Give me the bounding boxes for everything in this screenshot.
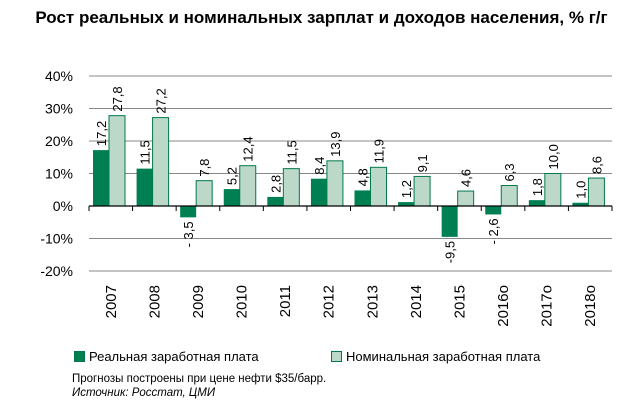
x-tick-label: 2015	[451, 285, 468, 318]
bar-real	[354, 190, 371, 206]
y-tick-label: -10%	[40, 231, 73, 247]
data-label: 10,0	[546, 144, 561, 169]
x-tick-label: 2012	[321, 285, 338, 318]
bar-real	[180, 206, 197, 218]
x-tick-label: 2018о	[582, 285, 599, 327]
y-tick-label: 20%	[45, 133, 73, 149]
bar-nominal	[370, 166, 387, 207]
bar-real	[485, 206, 502, 215]
bar-nominal	[282, 168, 300, 207]
y-tick-label: 40%	[45, 68, 73, 84]
data-label: 1,2	[399, 180, 414, 198]
bar-nominal	[152, 117, 170, 207]
data-label: 11,9	[372, 139, 387, 163]
bar-real	[398, 202, 415, 206]
data-label: 9,1	[415, 154, 430, 172]
data-label: 11,5	[138, 140, 153, 164]
data-label: 8,6	[589, 156, 604, 174]
bar-nominal	[195, 180, 213, 207]
x-tick-label: 2010	[234, 285, 251, 318]
data-label: -9,5	[443, 241, 458, 263]
bar-real	[93, 150, 109, 206]
x-tick-label: 2013	[364, 285, 381, 318]
legend-swatch-nominal	[331, 351, 342, 362]
bar-nominal	[413, 175, 431, 207]
bar-nominal	[239, 165, 257, 207]
data-label: 8,4	[312, 157, 327, 175]
bar-real	[136, 168, 153, 206]
data-label: 2,8	[268, 175, 283, 193]
data-label: 1,0	[573, 181, 588, 199]
legend-item-nominal: Номинальная заработная плата	[331, 349, 540, 364]
bar-real	[223, 189, 240, 206]
bar-real	[267, 196, 284, 206]
data-label: - 2,6	[486, 218, 501, 244]
data-label: 27,8	[110, 86, 125, 111]
legend-label-nominal: Номинальная заработная плата	[346, 349, 541, 364]
data-label: 4,8	[356, 168, 371, 186]
data-label: 12,4	[241, 136, 256, 161]
data-label: 7,8	[197, 159, 212, 177]
data-label: 13,9	[328, 132, 343, 157]
data-label: 1,8	[530, 178, 545, 196]
source-note: Источник: Росстат, ЦМИ	[72, 387, 216, 399]
bar-real	[528, 200, 545, 206]
x-tick-label: 2011	[277, 285, 294, 317]
x-tick-label: 2009	[190, 285, 207, 318]
legend-label-real: Реальная заработная плата	[89, 349, 259, 364]
data-label: 5,2	[225, 167, 240, 185]
x-tick-label: 2014	[408, 285, 425, 318]
data-label: 27,2	[154, 88, 169, 113]
data-label: 4,6	[459, 169, 474, 187]
legend-item-real: Реальная заработная плата	[74, 349, 259, 364]
bar-real	[572, 202, 589, 206]
y-tick-label: 30%	[45, 101, 73, 117]
bar-nominal	[108, 115, 126, 207]
bar-nominal	[326, 160, 344, 207]
bar-nominal	[457, 190, 475, 207]
bar-real	[310, 178, 327, 206]
legend-swatch-real	[74, 351, 85, 362]
y-tick-label: -20%	[40, 263, 73, 279]
bar-real	[441, 206, 458, 237]
forecast-note: Прогнозы построены при цене нефти $35/ба…	[72, 373, 327, 385]
bar-nominal	[587, 177, 605, 207]
y-tick-label: 10%	[45, 166, 73, 182]
data-label: 17,2	[94, 121, 109, 146]
x-tick-label: 2008	[146, 285, 163, 318]
x-tick-label: 2007	[103, 285, 120, 318]
data-label: 6,3	[502, 163, 517, 181]
y-tick-label: 0%	[53, 198, 73, 214]
chart-title: Рост реальных и номинальных зарплат и до…	[35, 8, 608, 27]
bar-nominal	[500, 185, 518, 207]
x-tick-label: 2016о	[495, 285, 512, 327]
x-tick-label: 2017о	[539, 285, 556, 327]
data-label: 11,5	[284, 140, 299, 164]
data-label: - 3,5	[181, 221, 196, 247]
bar-nominal	[544, 173, 562, 207]
